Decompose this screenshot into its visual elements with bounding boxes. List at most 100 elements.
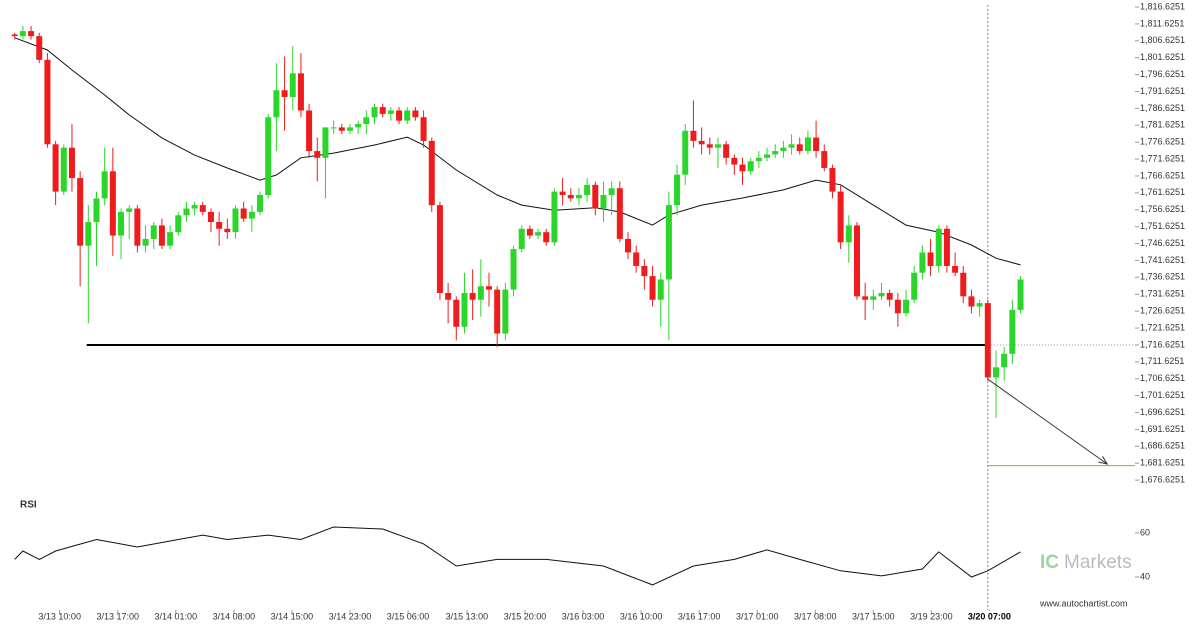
candle-body xyxy=(338,127,345,131)
candle-body xyxy=(502,289,509,334)
x-tick-label: 3/19 23:00 xyxy=(910,611,953,621)
candle-body xyxy=(387,110,394,114)
y-tick-label: 1,801.6251 xyxy=(1140,52,1185,62)
candle-body xyxy=(845,225,852,243)
candle-body xyxy=(134,208,141,246)
y-tick-label: 1,716.6251 xyxy=(1140,339,1185,349)
candle-body xyxy=(11,34,18,37)
candle-body xyxy=(118,211,125,236)
candle-body xyxy=(772,151,779,155)
candle-body xyxy=(764,154,771,158)
candle-body xyxy=(690,130,697,141)
x-tick-label: 3/14 01:00 xyxy=(155,611,198,621)
candle-body xyxy=(240,208,247,219)
candle-body xyxy=(943,228,950,266)
y-tick-label: 1,796.6251 xyxy=(1140,69,1185,79)
candle-body xyxy=(575,194,582,199)
candle-body xyxy=(780,147,787,152)
y-tick-label: 1,721.6251 xyxy=(1140,322,1185,332)
candle-body xyxy=(633,252,640,266)
x-tick-label: 3/15 06:00 xyxy=(387,611,430,621)
candle-body xyxy=(788,144,795,148)
candle-body xyxy=(436,205,443,293)
candle-body xyxy=(600,194,607,209)
x-tick-label: 3/16 10:00 xyxy=(620,611,663,621)
candle-body xyxy=(837,191,844,243)
candle-body xyxy=(927,252,934,266)
candle-body xyxy=(862,296,869,300)
candle-body xyxy=(559,191,566,195)
y-tick-label: 1,751.6251 xyxy=(1140,221,1185,231)
candle-body xyxy=(412,110,419,118)
candle-body xyxy=(36,36,43,60)
candle-body xyxy=(584,184,591,195)
y-tick-label: 1,766.6251 xyxy=(1140,170,1185,180)
candle-body xyxy=(952,265,959,273)
candle-body xyxy=(224,228,231,233)
candle-body xyxy=(796,144,803,152)
candle-body xyxy=(191,205,198,209)
candle-body xyxy=(698,140,705,145)
candle-body xyxy=(755,157,762,162)
candle-body xyxy=(510,249,517,290)
candle-body xyxy=(289,73,296,97)
candle-body xyxy=(878,292,885,297)
y-tick-label: 1,731.6251 xyxy=(1140,289,1185,299)
candle-body xyxy=(804,137,811,152)
x-tick-label: 3/14 08:00 xyxy=(213,611,256,621)
candle-body xyxy=(641,265,648,277)
candle-body xyxy=(739,164,746,172)
x-tick-highlight xyxy=(965,611,1014,623)
candle-body xyxy=(551,191,558,243)
rsi-tick-label: 40 xyxy=(1140,571,1150,581)
candle-body xyxy=(60,147,67,192)
candle-body xyxy=(248,211,255,219)
candle-body xyxy=(813,137,820,152)
candle-body xyxy=(665,205,672,280)
candle-body xyxy=(919,252,926,273)
rsi-tick-label: 60 xyxy=(1140,527,1150,537)
y-tick-label: 1,746.6251 xyxy=(1140,238,1185,248)
arrow-head xyxy=(1098,456,1109,465)
candle-body xyxy=(485,286,492,290)
candle-body xyxy=(396,110,403,121)
x-tick-label: 3/17 08:00 xyxy=(794,611,837,621)
x-tick-label: 3/16 17:00 xyxy=(678,611,721,621)
y-tick-label: 1,726.6251 xyxy=(1140,306,1185,316)
y-tick-label: 1,811.6251 xyxy=(1140,18,1184,28)
candle-body xyxy=(175,215,182,233)
candle-body xyxy=(379,107,386,114)
y-tick-label: 1,806.6251 xyxy=(1140,35,1185,45)
candle-body xyxy=(216,222,223,229)
candle-body xyxy=(625,238,632,253)
candle-body xyxy=(518,228,525,250)
y-tick-label: 1,711.6251 xyxy=(1140,356,1184,366)
y-tick-label: 1,761.6251 xyxy=(1140,187,1185,197)
candle-body xyxy=(371,107,378,118)
candle-body xyxy=(853,225,860,297)
x-tick-label: 3/16 03:00 xyxy=(562,611,605,621)
candle-body xyxy=(543,232,550,243)
y-tick-label: 1,686.6251 xyxy=(1140,441,1185,451)
candle-body xyxy=(183,208,190,216)
candle-body xyxy=(428,140,435,206)
candle-body xyxy=(911,272,918,300)
y-tick-label: 1,676.6251 xyxy=(1140,474,1185,484)
candle-body xyxy=(346,127,353,131)
candle-body xyxy=(445,292,452,300)
candle-body xyxy=(273,90,280,118)
moving-average xyxy=(14,37,1021,266)
candle-body xyxy=(85,222,92,246)
y-tick-label: 1,781.6251 xyxy=(1140,120,1185,130)
candle-body xyxy=(723,144,730,158)
candle-body xyxy=(93,198,100,223)
y-tick-label: 1,756.6251 xyxy=(1140,204,1185,214)
brand-ic: IC xyxy=(1040,552,1059,573)
candle-body xyxy=(714,144,721,148)
y-tick-label: 1,681.6251 xyxy=(1140,458,1185,468)
candle-body xyxy=(1009,309,1016,354)
x-tick-label: 3/17 01:00 xyxy=(736,611,779,621)
candle-body xyxy=(232,208,239,233)
candle-body xyxy=(535,232,542,236)
candle-body xyxy=(330,127,337,129)
